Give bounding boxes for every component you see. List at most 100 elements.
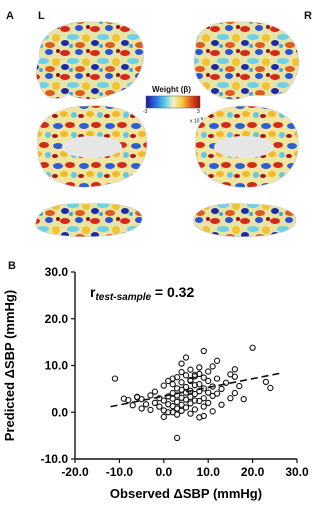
data-point bbox=[178, 379, 185, 386]
colorbar-min-label: -3 bbox=[143, 109, 148, 115]
data-point bbox=[196, 381, 203, 388]
x-tick-label: 10.0 bbox=[197, 465, 221, 479]
regression-line bbox=[110, 372, 280, 408]
x-tick-label: -20.0 bbox=[61, 465, 89, 479]
data-point bbox=[187, 400, 194, 407]
data-point bbox=[205, 389, 212, 396]
data-point bbox=[182, 383, 190, 391]
data-point bbox=[191, 406, 199, 413]
y-tick-label: -10.0 bbox=[41, 452, 69, 466]
data-point bbox=[147, 406, 154, 414]
data-point bbox=[160, 382, 167, 389]
brain-left-ventral bbox=[35, 203, 143, 238]
colorbar-exponent: x 10-5 bbox=[190, 116, 204, 125]
data-point bbox=[200, 395, 207, 402]
data-point bbox=[173, 434, 181, 442]
data-point bbox=[182, 404, 190, 411]
data-point bbox=[227, 371, 234, 378]
colorbar-title: Weight (β) bbox=[152, 85, 191, 94]
data-point bbox=[160, 397, 167, 404]
data-point bbox=[182, 372, 190, 379]
data-point bbox=[209, 363, 216, 370]
y-axis-label: Predicted ΔSBP (mmHg) bbox=[2, 290, 17, 441]
data-point bbox=[187, 393, 194, 400]
data-point bbox=[262, 378, 270, 386]
data-point bbox=[187, 376, 194, 384]
data-point bbox=[213, 375, 221, 382]
data-point bbox=[191, 390, 199, 398]
right-hemisphere-label: R bbox=[304, 10, 312, 22]
brain-right-medial bbox=[195, 105, 299, 188]
data-point bbox=[178, 401, 185, 408]
x-axis-label: Observed ΔSBP (mmHg) bbox=[110, 486, 262, 501]
x-tick-label: 30.0 bbox=[285, 465, 309, 479]
y-tick-label: 0.0 bbox=[51, 405, 68, 419]
data-point bbox=[200, 412, 207, 420]
data-point bbox=[120, 395, 127, 402]
brain-right-ventral bbox=[193, 203, 297, 238]
x-tick-label: -10.0 bbox=[106, 465, 134, 479]
data-point bbox=[213, 357, 221, 364]
data-point bbox=[200, 374, 207, 381]
data-point bbox=[200, 403, 207, 410]
data-point bbox=[151, 399, 159, 407]
data-point bbox=[196, 370, 203, 378]
data-point bbox=[209, 408, 216, 415]
data-point bbox=[173, 411, 181, 418]
data-point bbox=[187, 366, 194, 373]
y-tick-label: 20.0 bbox=[45, 312, 69, 326]
data-point bbox=[227, 395, 234, 402]
data-point bbox=[240, 396, 247, 403]
data-point bbox=[205, 399, 212, 407]
data-point bbox=[173, 398, 181, 406]
data-point bbox=[267, 384, 274, 392]
data-point bbox=[213, 390, 221, 397]
data-point bbox=[178, 360, 185, 367]
data-point bbox=[147, 392, 154, 399]
data-point bbox=[178, 368, 185, 376]
x-tick-label: 0.0 bbox=[155, 465, 172, 479]
brain-surface-maps bbox=[35, 21, 300, 238]
data-point bbox=[160, 413, 167, 421]
data-point bbox=[178, 407, 185, 414]
data-point bbox=[187, 410, 194, 417]
y-tick-label: 10.0 bbox=[45, 359, 69, 373]
data-point bbox=[142, 401, 150, 408]
data-point bbox=[196, 397, 203, 405]
left-hemisphere-label: L bbox=[38, 10, 45, 22]
data-point bbox=[191, 381, 199, 389]
data-point bbox=[151, 388, 159, 395]
y-tick-label: 30.0 bbox=[45, 265, 69, 279]
colorbar bbox=[145, 95, 201, 109]
data-point bbox=[249, 344, 256, 351]
correlation-annotation: rtest-sample = 0.32 bbox=[90, 284, 194, 303]
data-point bbox=[218, 385, 225, 393]
data-point bbox=[156, 403, 163, 410]
brain-right-lateral bbox=[193, 21, 300, 100]
data-point bbox=[191, 371, 199, 379]
data-point bbox=[169, 375, 176, 382]
data-point bbox=[205, 368, 212, 375]
data-point bbox=[231, 366, 238, 373]
colorbar-max-label: 3 bbox=[197, 109, 200, 115]
data-point bbox=[236, 382, 243, 390]
panel-a-letter: A bbox=[6, 10, 14, 22]
data-point bbox=[222, 379, 230, 386]
panel-b-letter: B bbox=[8, 260, 16, 272]
data-point bbox=[129, 402, 136, 409]
data-point bbox=[205, 377, 212, 385]
data-point bbox=[191, 397, 199, 404]
data-point bbox=[165, 409, 172, 416]
data-point bbox=[182, 396, 190, 403]
data-point bbox=[200, 347, 207, 355]
brain-left-lateral bbox=[35, 21, 144, 100]
data-point bbox=[111, 375, 119, 382]
data-point bbox=[196, 364, 203, 371]
data-point bbox=[134, 393, 141, 400]
x-tick-label: 20.0 bbox=[241, 465, 265, 479]
data-point bbox=[138, 405, 145, 412]
scatter-chart: -10.00.010.020.030.0 -20.0 -10.0 0.0 10.0 20… bbox=[2, 265, 309, 501]
data-point bbox=[182, 354, 190, 361]
data-point bbox=[169, 395, 176, 402]
data-point bbox=[231, 389, 238, 397]
